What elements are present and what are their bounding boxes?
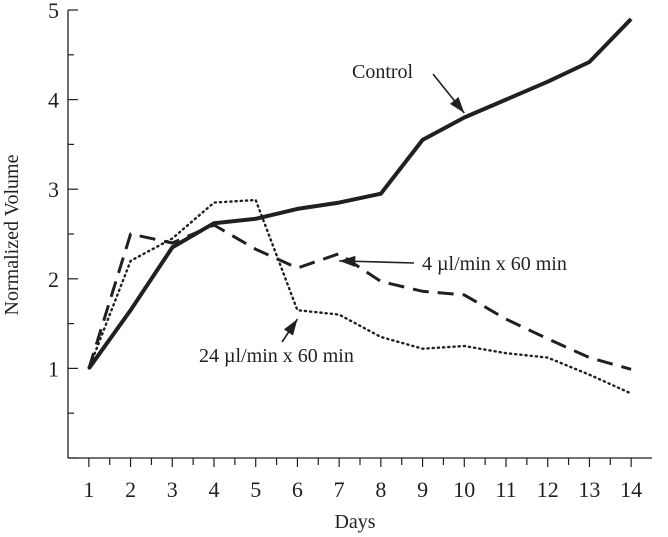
x-tick-label: 6 bbox=[292, 477, 303, 502]
series-line-dotted bbox=[87, 198, 633, 395]
annotation-arrow-head bbox=[283, 319, 298, 336]
x-tick-label: 5 bbox=[250, 477, 261, 502]
x-tick-label: 9 bbox=[417, 477, 428, 502]
y-tick-label: 4 bbox=[48, 88, 59, 113]
x-tick-label: 2 bbox=[125, 477, 136, 502]
x-tick-label: 7 bbox=[334, 477, 345, 502]
x-tick-label: 12 bbox=[537, 477, 559, 502]
annotations: Control 4 µl/min x 60 min 24 µl/min x 60 m… bbox=[199, 61, 567, 367]
x-axis-title: Days bbox=[334, 511, 375, 533]
x-tick-label: 13 bbox=[578, 477, 600, 502]
x-tick-label: 10 bbox=[453, 477, 475, 502]
annotation-label: 4 µl/min x 60 min bbox=[422, 253, 567, 275]
y-tick-label: 5 bbox=[48, 0, 59, 23]
annotation-arrow-head bbox=[449, 97, 465, 114]
x-tick-label: 1 bbox=[83, 477, 94, 502]
x-tick-label: 4 bbox=[209, 477, 220, 502]
y-tick-label: 3 bbox=[48, 177, 59, 202]
annotation-label: 24 µl/min x 60 min bbox=[199, 345, 354, 367]
series-line-solid bbox=[87, 17, 633, 370]
annotation-label: Control bbox=[352, 61, 414, 83]
x-tick-label: 14 bbox=[620, 477, 642, 502]
series-lines bbox=[87, 17, 633, 395]
y-axis-title: Normalized Volume bbox=[1, 154, 23, 315]
y-tick-label: 2 bbox=[48, 267, 59, 292]
annotation-arrow-head bbox=[339, 255, 356, 267]
x-tick-label: 11 bbox=[495, 477, 516, 502]
series-line-dashed bbox=[87, 223, 632, 371]
x-tick-label: 3 bbox=[167, 477, 178, 502]
y-tick-label: 1 bbox=[48, 356, 59, 381]
x-tick-label: 8 bbox=[375, 477, 386, 502]
